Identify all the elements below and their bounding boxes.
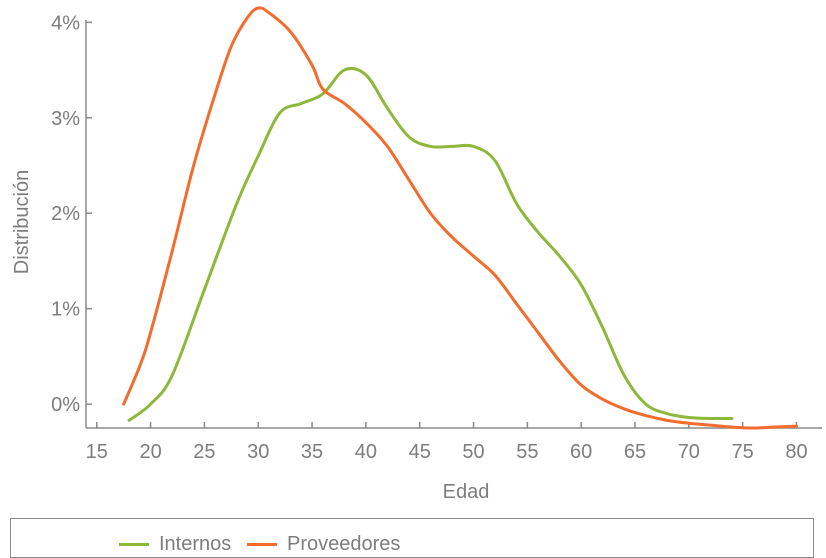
y-axis: 0% 1% 2% 3% 4%: [51, 12, 92, 428]
line-chart: 0%1%2%3%4% 15 20 25 30 35 40 45 50 55 60 65 70 75 80 …: [11, 6, 822, 503]
x-tick-label: 35: [301, 441, 323, 463]
series-layer: [122, 6, 798, 430]
legend-item-proveedores: Proveedores: [247, 533, 400, 556]
series-line-internos: [127, 66, 734, 422]
legend-swatch-internos: [119, 543, 149, 546]
legend-label-internos: Internos: [159, 533, 232, 555]
x-tick-label: 70: [678, 441, 700, 463]
x-tick-label: 15: [86, 441, 108, 463]
y-tick-label: 1%: [51, 299, 80, 321]
legend-swatch-proveedores: [247, 543, 277, 546]
legend: Internos Proveedores: [10, 518, 814, 558]
x-tick-label: 55: [516, 441, 538, 463]
y-axis-title: Distribución: [11, 170, 33, 274]
x-axis-title: Edad: [443, 481, 490, 503]
x-tick-label: 25: [193, 441, 215, 463]
y-tick-label: 0%: [51, 394, 80, 416]
y-tick-label: 4%: [51, 12, 80, 34]
y-tick-label: 3%: [51, 108, 80, 130]
x-tick-label: 45: [409, 441, 431, 463]
legend-label-proveedores: Proveedores: [287, 533, 401, 555]
x-tick-label: 50: [462, 441, 484, 463]
x-tick-label: 30: [247, 441, 269, 463]
x-tick-label: 65: [624, 441, 646, 463]
x-tick-label: 20: [139, 441, 161, 463]
x-axis: 15 20 25 30 35 40 45 50 55 60 65 70 75 80: [86, 422, 822, 463]
y-tick-label: 2%: [51, 203, 80, 225]
series-line-proveedores: [122, 6, 798, 430]
x-tick-label: 75: [732, 441, 754, 463]
x-tick-label: 60: [570, 441, 592, 463]
legend-item-internos: Internos: [119, 533, 231, 556]
x-tick-label: 40: [355, 441, 377, 463]
x-tick-label: 80: [785, 441, 807, 463]
